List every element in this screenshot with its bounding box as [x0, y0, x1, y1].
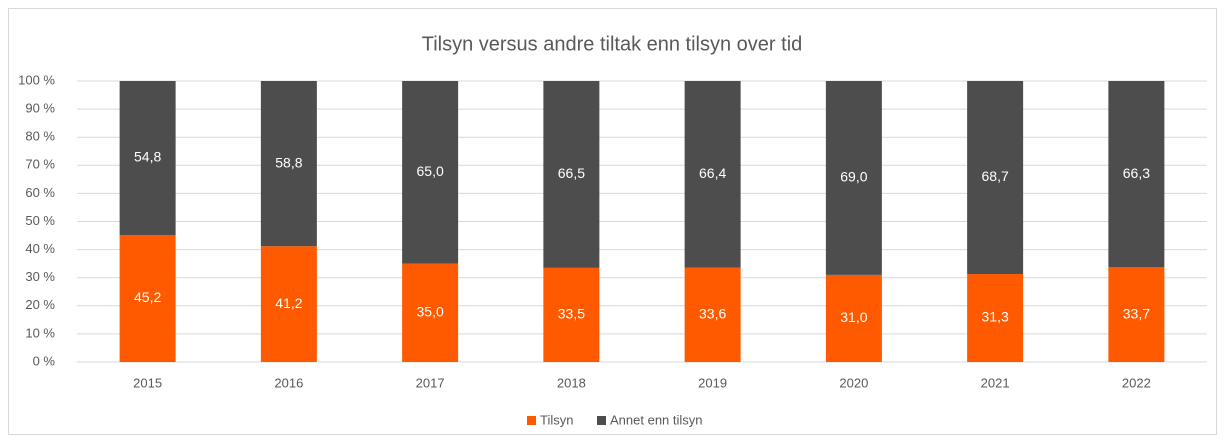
bar-segment — [1108, 81, 1165, 268]
bar-segment — [119, 234, 176, 362]
bar-segment — [825, 274, 882, 362]
x-tick-label: 2018 — [557, 375, 586, 390]
data-label: 31,3 — [982, 309, 1009, 325]
data-label: 66,3 — [1123, 165, 1150, 181]
legend-swatch — [597, 416, 606, 425]
y-tick-label: 100 % — [18, 72, 55, 87]
legend-label: Annet enn tilsyn — [610, 412, 703, 427]
data-label: 33,6 — [699, 305, 726, 321]
data-label: 69,0 — [840, 169, 867, 185]
x-tick-label: 2015 — [133, 375, 162, 390]
data-label: 58,8 — [275, 154, 302, 170]
data-label: 35,0 — [417, 304, 444, 320]
bar-segment — [260, 246, 317, 362]
data-label: 31,0 — [840, 309, 867, 325]
y-tick-label: 10 % — [25, 325, 55, 340]
bar-segment — [543, 81, 600, 268]
y-tick-label: 20 % — [25, 297, 55, 312]
data-label: 45,2 — [134, 289, 161, 305]
bar-segment — [967, 81, 1024, 275]
data-label: 54,8 — [134, 149, 161, 165]
bar-segment — [825, 81, 882, 275]
data-label: 66,4 — [699, 165, 726, 181]
data-label: 68,7 — [982, 168, 1009, 184]
bar-segment — [402, 81, 459, 264]
bar-segment — [543, 267, 600, 362]
legend-label: Tilsyn — [540, 412, 573, 427]
y-tick-label: 40 % — [25, 241, 55, 256]
y-tick-label: 60 % — [25, 185, 55, 200]
y-tick-label: 50 % — [25, 213, 55, 228]
bar-segment — [402, 263, 459, 362]
bar-segment — [684, 81, 741, 268]
x-tick-label: 2017 — [416, 375, 445, 390]
y-tick-label: 30 % — [25, 269, 55, 284]
x-tick-label: 2016 — [274, 375, 303, 390]
x-tick-label: 2021 — [981, 375, 1010, 390]
x-tick-label: 2020 — [839, 375, 868, 390]
y-tick-label: 0 % — [33, 353, 56, 368]
data-label: 65,0 — [417, 163, 444, 179]
data-label: 41,2 — [275, 295, 302, 311]
bar-segment — [967, 274, 1024, 362]
y-tick-label: 70 % — [25, 157, 55, 172]
data-label: 33,7 — [1123, 305, 1150, 321]
y-tick-label: 80 % — [25, 129, 55, 144]
bar-segment — [260, 81, 317, 247]
data-label: 33,5 — [558, 306, 585, 322]
bar-segment — [1108, 267, 1165, 362]
y-tick-label: 90 % — [25, 101, 55, 116]
x-tick-label: 2019 — [698, 375, 727, 390]
bar-segment — [119, 81, 176, 235]
x-tick-label: 2022 — [1122, 375, 1151, 390]
chart-title: Tilsyn versus andre tiltak enn tilsyn ov… — [422, 33, 803, 55]
legend-swatch — [527, 416, 536, 425]
bar-segment — [684, 267, 741, 362]
data-label: 66,5 — [558, 165, 585, 181]
